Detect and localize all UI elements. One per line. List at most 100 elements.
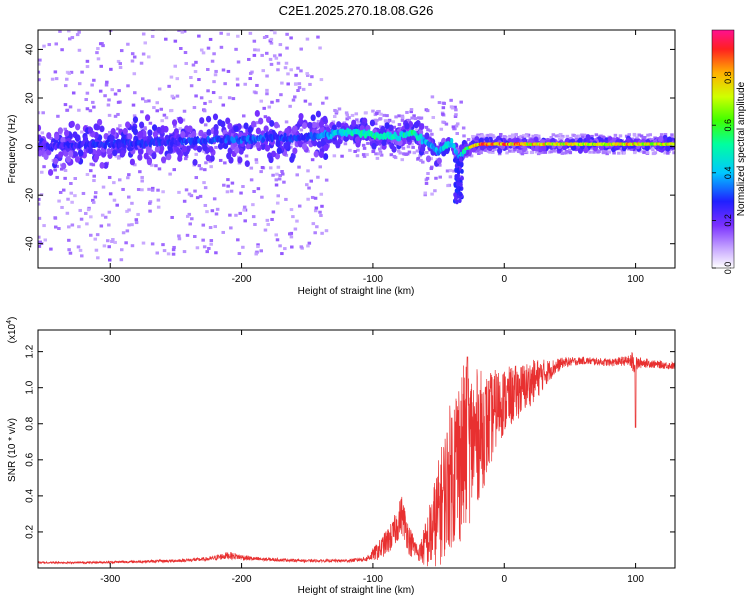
spectrogram-noise-mark [199,167,203,171]
spectrogram-noise-mark [642,150,646,154]
spectrogram-noise-mark [209,239,214,243]
spectrogram-band-mark [425,155,432,163]
spectrogram-noise-mark [226,184,230,188]
spectrogram-noise-mark [75,33,80,37]
colorbar-tick-label: 0.8 [723,71,733,84]
spectrogram-notch-mark [456,161,461,167]
spectrogram-noise-mark [242,208,246,212]
spectrogram-noise-mark [319,78,324,82]
spectrogram-noise-mark [299,245,304,249]
spectrogram-band-mark [151,124,158,132]
spectrogram-noise-mark [198,194,203,198]
spectrogram-noise-mark [293,227,298,231]
spectrogram-x-label: Height of straight line (km) [298,286,415,297]
spectrogram-noise-mark [38,58,42,62]
spectrogram-noise-mark [524,134,528,138]
spectrogram-noise-mark [280,81,284,85]
spectrogram-noise-mark [314,206,319,210]
spectrogram-noise-mark [425,109,430,113]
snr-x-tick-label: -300 [100,574,120,585]
spectrogram-noise-mark [172,245,176,249]
spectrogram-noise-mark [41,111,45,115]
spectrogram-noise-mark [259,99,264,103]
spectrogram-band-mark [270,150,277,158]
spectrogram-noise-mark [480,134,485,138]
spectrogram-noise-mark [63,176,67,180]
spectrogram-band-mark [222,142,229,150]
spectrogram-noise-mark [400,158,405,162]
spectrogram-noise-mark [132,72,137,76]
spectrogram-noise-mark [289,208,294,212]
spectrogram-noise-mark [177,234,181,238]
spectrogram-noise-mark [320,204,324,208]
spectrogram-noise-mark [375,156,380,160]
spectrogram-noise-mark [278,43,283,47]
spectrogram-noise-mark [400,118,405,122]
spectrogram-noise-mark [252,21,256,24]
spectrogram-band-mark [209,154,215,162]
spectrogram-band-mark [484,136,490,144]
spectrogram-noise-mark [624,134,629,138]
spectrogram-noise-mark [438,163,442,167]
spectrogram-noise-mark [337,107,342,111]
spectrogram-noise-mark [208,37,213,41]
spectrogram-noise-mark [189,76,193,80]
spectrogram-noise-mark [188,222,192,226]
spectrogram-noise-mark [607,150,612,154]
spectrogram-noise-mark [106,133,111,137]
spectrogram-noise-mark [94,248,99,252]
spectrogram-noise-mark [266,222,270,226]
spectrogram-noise-mark [386,119,391,123]
spectrogram-noise-mark [99,64,103,68]
spectrogram-noise-mark [91,163,96,167]
spectrogram-noise-mark [292,139,296,143]
spectrogram-noise-mark [134,218,139,222]
snr-y-tick-label: 0.4 [25,488,36,502]
spectrogram-band-mark [478,137,484,145]
spectrogram-band-mark [213,124,219,131]
spectrogram-noise-mark [256,48,261,52]
spectrogram-noise-mark [209,242,213,246]
spectrogram-noise-mark [70,200,74,204]
spectrogram-noise-mark [132,55,137,59]
spectrogram-noise-mark [167,27,171,30]
spectrogram-noise-mark [410,142,414,146]
spectrogram-noise-mark [264,35,269,39]
spectrogram-band-mark [413,121,419,129]
spectrogram-noise-mark [318,165,323,169]
spectrogram-noise-mark [118,66,123,69]
spectrogram-noise-mark [251,144,256,148]
spectrogram-noise-mark [247,57,251,61]
spectrogram-noise-mark [230,181,235,185]
spectrogram-noise-mark [580,133,584,137]
spectrogram-notch-mark [454,173,458,179]
spectrogram-noise-mark [492,135,496,139]
spectrogram-noise-mark [166,252,171,256]
spectrogram-noise-mark [193,235,197,239]
spectrogram-noise-mark [294,82,298,86]
spectrogram-noise-mark [185,233,190,237]
colorbar: 0.0 0.2 0.4 0.6 0.8 Normalized spectral ampl… [711,29,747,274]
snr-frame [37,329,676,569]
spectrogram-x-tick-label: -100 [363,274,383,285]
spectrogram-noise-mark [617,151,621,155]
spectrogram-noise-mark [648,133,652,137]
spectrogram-noise-mark [201,51,206,55]
colorbar-ticks: 0.0 0.2 0.4 0.6 0.8 [712,71,733,274]
spectrogram-noise-mark [439,127,444,131]
spectrogram-noise-mark [397,123,402,127]
spectrogram-noise-mark [276,165,281,169]
spectrogram-noise-mark [362,154,367,158]
spectrogram-noise-mark [177,30,181,32]
spectrogram-noise-mark [375,112,379,116]
spectrogram-noise-mark [653,136,657,140]
spectrogram-noise-mark [510,136,515,140]
spectrogram-noise-mark [237,252,242,256]
spectrogram-noise-mark [649,138,654,142]
spectrogram-noise-mark [67,30,71,33]
spectrogram-band-mark [318,120,324,128]
spectrogram-band-mark [53,157,59,165]
spectrogram-noise-mark [430,95,435,99]
spectrogram-band-mark [250,120,257,128]
spectrogram-noise-mark [284,120,289,124]
